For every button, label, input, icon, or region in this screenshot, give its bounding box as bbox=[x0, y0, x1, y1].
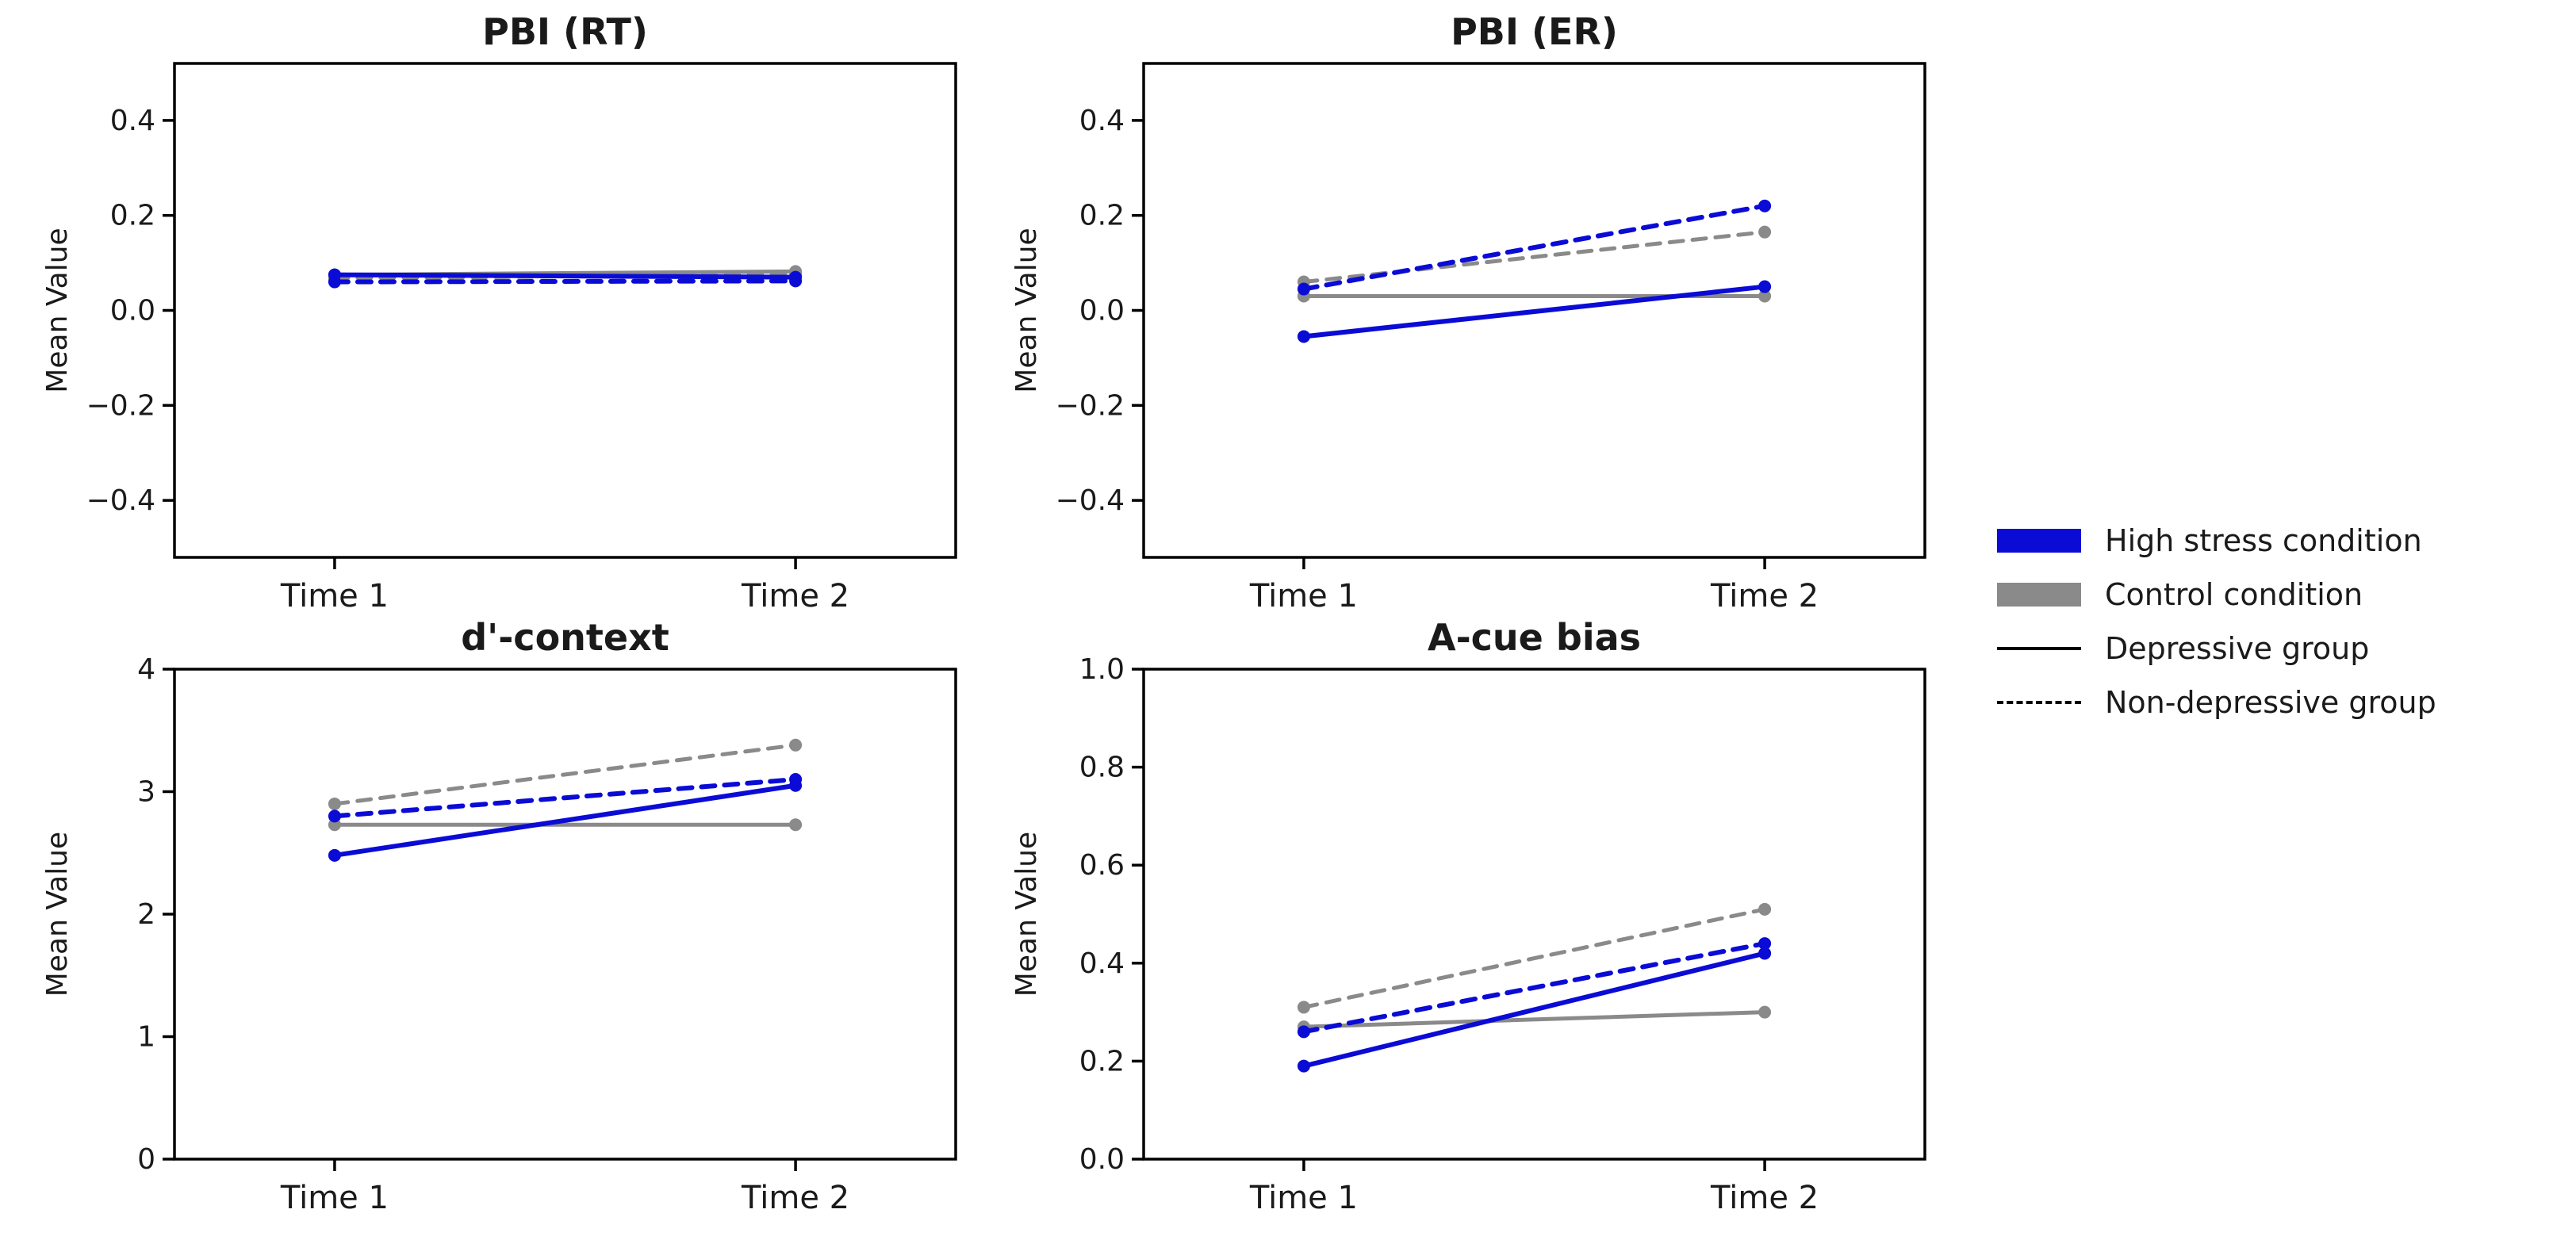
series-line bbox=[1301, 284, 1768, 339]
series-line bbox=[332, 272, 799, 280]
y-tick-label: 0.2 bbox=[1079, 1045, 1125, 1077]
legend-item-depressive: Depressive group bbox=[1997, 622, 2436, 675]
legend-item-high-stress: High stress condition bbox=[1997, 514, 2436, 568]
y-tick-label: 0.0 bbox=[110, 295, 155, 327]
legend-label: Depressive group bbox=[2105, 631, 2370, 666]
axes-frame bbox=[1142, 62, 1926, 559]
legend-label: High stress condition bbox=[2105, 523, 2422, 558]
y-axis-label: Mean Value bbox=[41, 832, 74, 997]
y-tick-label: −0.4 bbox=[86, 484, 155, 517]
y-tick-label: 0.4 bbox=[110, 105, 155, 137]
y-tick-label: 0.2 bbox=[1079, 200, 1125, 232]
y-tick-label: 0.4 bbox=[1079, 947, 1125, 980]
axes-frame bbox=[1142, 668, 1926, 1161]
data-point bbox=[1758, 947, 1772, 960]
y-tick-label: −0.2 bbox=[1056, 389, 1125, 422]
data-point bbox=[1758, 199, 1772, 212]
solid-line-swatch-icon bbox=[1997, 647, 2081, 650]
data-point bbox=[1758, 280, 1772, 293]
x-tick-label: Time 2 bbox=[741, 1180, 849, 1216]
chart-a-cue-bias: A-cue bias Mean Value 1.0 0.8 0.6 0.4 0.2 0.0 Ti… bbox=[1010, 616, 1926, 1216]
data-point bbox=[1758, 937, 1772, 951]
legend: High stress condition Control condition … bbox=[1997, 514, 2436, 729]
data-point bbox=[328, 809, 341, 823]
data-point bbox=[789, 818, 803, 832]
y-axis-label: Mean Value bbox=[41, 228, 74, 392]
x-tick-label: Time 2 bbox=[741, 578, 849, 614]
y-axis-label: Mean Value bbox=[1010, 228, 1043, 392]
control-swatch-icon bbox=[1997, 583, 2081, 607]
y-axis-label: Mean Value bbox=[1010, 832, 1043, 997]
chart-title: PBI (RT) bbox=[482, 10, 648, 53]
series-line bbox=[332, 783, 799, 858]
x-tick-label: Time 1 bbox=[280, 578, 389, 614]
axes-frame bbox=[173, 62, 957, 559]
x-tick-label: Time 1 bbox=[1249, 578, 1358, 614]
data-point bbox=[1297, 1059, 1310, 1073]
series-line bbox=[1301, 203, 1768, 292]
chart-d-context: d'-context Mean Value 4 3 2 1 0 Time 1 Time 2 bbox=[41, 616, 957, 1216]
data-point bbox=[1297, 330, 1310, 343]
x-tick-label: Time 1 bbox=[1249, 1180, 1358, 1216]
y-tick-label: −0.4 bbox=[1056, 484, 1125, 517]
data-point bbox=[328, 848, 341, 862]
x-tick-label: Time 1 bbox=[280, 1180, 389, 1216]
x-tick-label: Time 2 bbox=[1710, 578, 1819, 614]
y-tick-label: 0.6 bbox=[1079, 849, 1125, 882]
data-point bbox=[328, 797, 341, 810]
y-tick-label: −0.2 bbox=[86, 389, 155, 422]
data-point bbox=[1297, 282, 1310, 296]
high-stress-swatch-icon bbox=[1997, 529, 2081, 553]
series-line bbox=[1301, 907, 1767, 1009]
y-tick-label: 3 bbox=[137, 776, 155, 809]
series-line bbox=[332, 743, 798, 806]
data-point bbox=[789, 738, 803, 752]
dashed-line-swatch-icon bbox=[1997, 701, 2081, 704]
axes-frame bbox=[173, 668, 957, 1161]
y-tick-label: 2 bbox=[137, 898, 155, 931]
y-tick-label: 1 bbox=[137, 1021, 155, 1054]
data-point bbox=[1758, 225, 1772, 239]
series-line bbox=[1301, 951, 1768, 1069]
x-tick-label: Time 2 bbox=[1710, 1180, 1819, 1216]
y-tick-label: 0.0 bbox=[1079, 295, 1125, 327]
y-tick-label: 0.8 bbox=[1079, 752, 1125, 784]
data-point bbox=[1297, 1001, 1310, 1014]
data-point bbox=[789, 779, 803, 792]
y-tick-label: 1.0 bbox=[1079, 653, 1125, 686]
series-line bbox=[1301, 1010, 1767, 1029]
chart-title: PBI (ER) bbox=[1451, 10, 1618, 53]
chart-title: A-cue bias bbox=[1428, 616, 1641, 659]
y-tick-label: 0.4 bbox=[1079, 105, 1125, 137]
legend-label: Non-depressive group bbox=[2105, 685, 2436, 720]
data-point bbox=[1758, 902, 1772, 916]
data-point bbox=[789, 270, 803, 284]
y-tick-label: 4 bbox=[137, 653, 155, 686]
y-tick-label: 0.2 bbox=[110, 200, 155, 232]
data-point bbox=[328, 268, 341, 281]
chart-pbi-rt: PBI (RT) Mean Value 0.4 0.2 0.0 −0.2 −0.4 Time … bbox=[41, 10, 957, 614]
series-line bbox=[1301, 941, 1768, 1035]
legend-label: Control condition bbox=[2105, 577, 2363, 612]
legend-item-control: Control condition bbox=[1997, 568, 2436, 622]
chart-title: d'-context bbox=[461, 616, 669, 659]
y-tick-label: 0.0 bbox=[1079, 1143, 1125, 1176]
data-point bbox=[1758, 1005, 1772, 1019]
data-point bbox=[1297, 1025, 1310, 1039]
y-tick-label: 0 bbox=[137, 1143, 155, 1176]
chart-pbi-er: PBI (ER) Mean Value 0.4 0.2 0.0 −0.2 −0.4 Time … bbox=[1010, 10, 1926, 614]
data-point bbox=[1758, 289, 1772, 303]
series-line bbox=[332, 777, 799, 819]
legend-item-non-depressive: Non-depressive group bbox=[1997, 675, 2436, 729]
